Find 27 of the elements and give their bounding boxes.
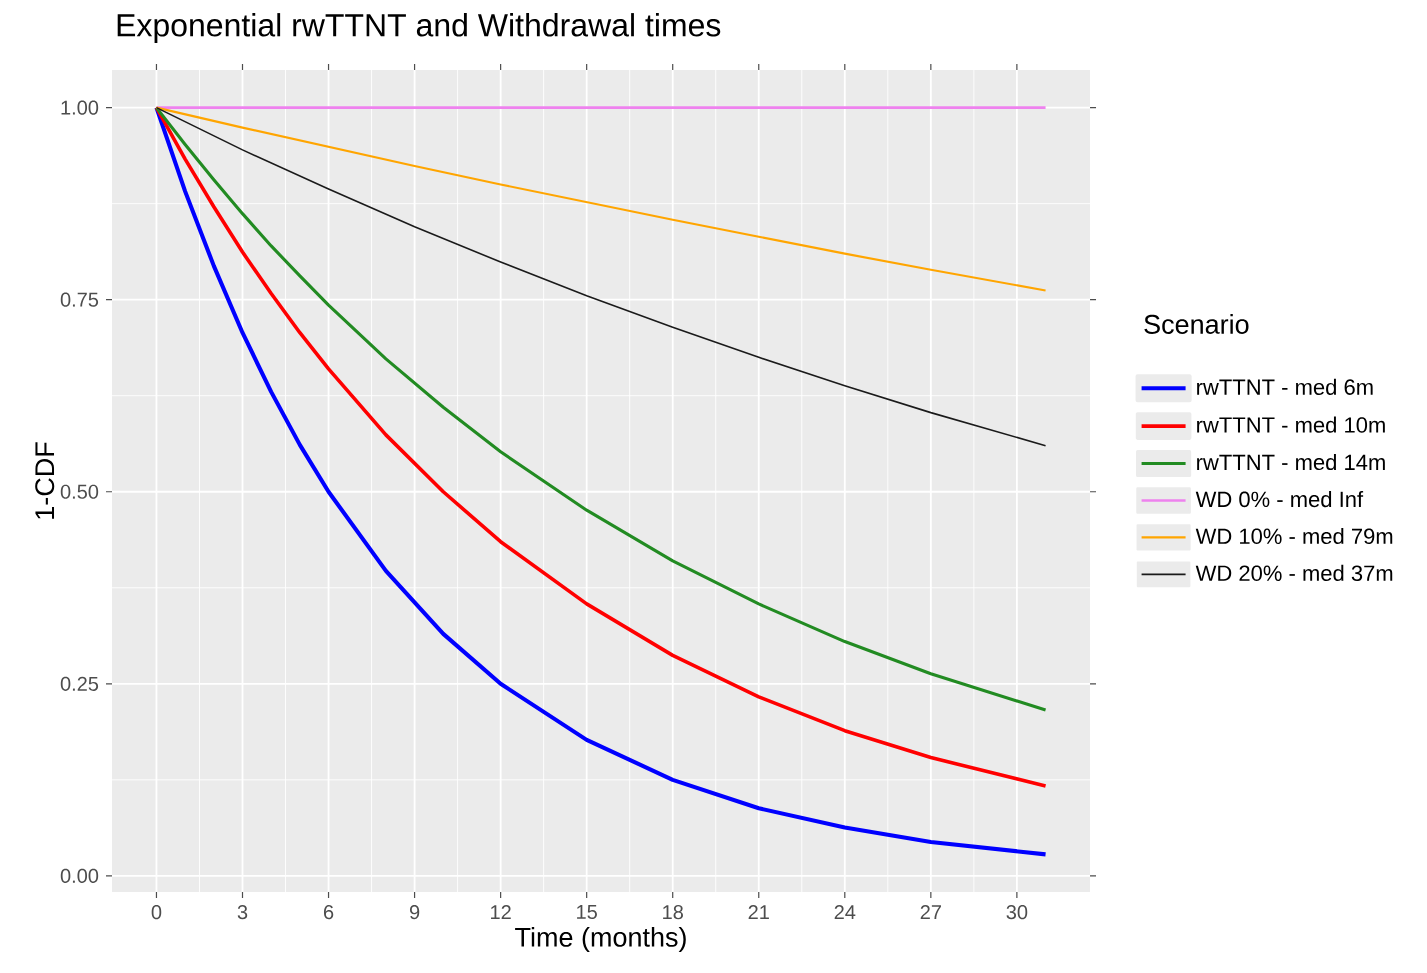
x-tick-label: 6	[323, 905, 334, 920]
x-tick-label: 12	[491, 905, 511, 920]
legend-label: rwTTNT - med 10m	[1197, 416, 1385, 433]
y-tick-label: 0.25	[60, 676, 99, 691]
legend-label: WD 20% - med 37m	[1195, 564, 1393, 582]
legend-label: WD 0% - med Inf	[1195, 490, 1364, 508]
legend-label: rwTTNT - med 6m	[1197, 378, 1373, 395]
x-axis-title: Time (months)	[515, 926, 686, 953]
x-tick-label: 30	[1006, 905, 1028, 920]
x-tick-label: 18	[663, 905, 683, 920]
y-axis-title: 1-CDF	[35, 442, 55, 519]
chart-title: Exponential rwTTNT and Withdrawal times	[117, 13, 721, 43]
x-tick-label: 15	[577, 905, 597, 920]
y-tick-label: 0.50	[60, 484, 99, 499]
x-tick-label: 3	[237, 905, 248, 920]
x-tick-label: 24	[834, 905, 856, 920]
legend-label: WD 10% - med 79m	[1195, 527, 1393, 545]
line-series	[155, 106, 1047, 447]
x-tick-label: 9	[409, 905, 420, 920]
y-tick-label: 1.00	[61, 100, 99, 115]
x-tick-label: 27	[920, 905, 941, 920]
legend-label: rwTTNT - med 14m	[1197, 453, 1385, 471]
x-tick-label: 21	[748, 905, 769, 920]
x-tick-label: 0	[151, 905, 162, 920]
legend-title: Scenario	[1144, 314, 1249, 334]
y-tick-label: 0.00	[60, 868, 99, 883]
y-tick-label: 0.75	[60, 292, 99, 307]
